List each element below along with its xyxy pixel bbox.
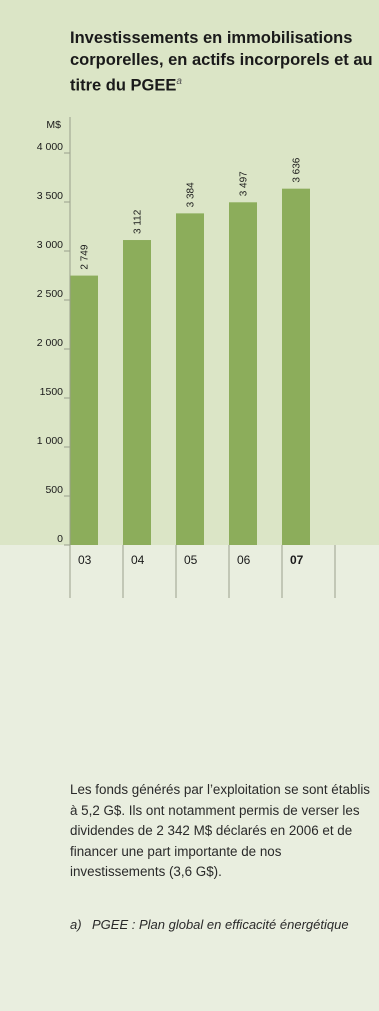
bar-value-label: 3 636: [292, 157, 303, 182]
footnote-marker: a): [70, 917, 82, 932]
chart-title-text: Investissements en immobilisations corpo…: [70, 29, 373, 95]
footnote-text: PGEE : Plan global en efficacité énergét…: [92, 917, 349, 932]
x-tick-label: 06: [237, 553, 251, 567]
x-tick-label: 03: [78, 553, 92, 567]
y-axis-unit-label: M$: [46, 119, 61, 131]
x-tick-label: 04: [131, 553, 145, 567]
y-tick-label: 3 500: [37, 190, 63, 202]
bars-layer: 2 749 3 112 3 384 3 497 3 636: [70, 157, 310, 546]
y-tick-label: 1500: [40, 386, 64, 398]
y-tick-label: 3 000: [37, 239, 63, 251]
axis-layer: M$ 0 500 1 000 1500 2 000 2 500 3 000 3 500 4 000…: [37, 117, 336, 598]
y-tick-label: 2 000: [37, 337, 63, 349]
y-tick-label: 2 500: [37, 288, 63, 300]
x-tick-label: 07: [290, 553, 304, 567]
y-tick-label: 4 000: [37, 141, 63, 153]
bar-value-label: 3 384: [186, 182, 197, 207]
bar: [282, 188, 310, 545]
y-tick-label: 0: [57, 533, 63, 545]
y-tick-label: 1 000: [37, 435, 63, 447]
chart-title-note-marker: a: [176, 76, 182, 87]
chart-title: Investissements en immobilisations corpo…: [70, 27, 375, 97]
bar: [176, 213, 204, 546]
bar-value-label: 2 749: [80, 244, 91, 269]
bar: [229, 202, 257, 545]
y-tick-label: 500: [45, 484, 63, 496]
footnote: a) PGEE : Plan global en efficacité éner…: [70, 915, 370, 935]
bar: [123, 240, 151, 546]
x-tick-label: 05: [184, 553, 198, 567]
bar: [70, 275, 98, 545]
bar-value-label: 3 497: [239, 171, 250, 196]
body-paragraph: Les fonds générés par l’exploitation se …: [70, 782, 370, 879]
bar-chart: 2 749 3 112 3 384 3 497 3 636 M$ 0 500 1 000 150…: [37, 117, 336, 598]
bar-value-label: 3 112: [133, 209, 144, 234]
